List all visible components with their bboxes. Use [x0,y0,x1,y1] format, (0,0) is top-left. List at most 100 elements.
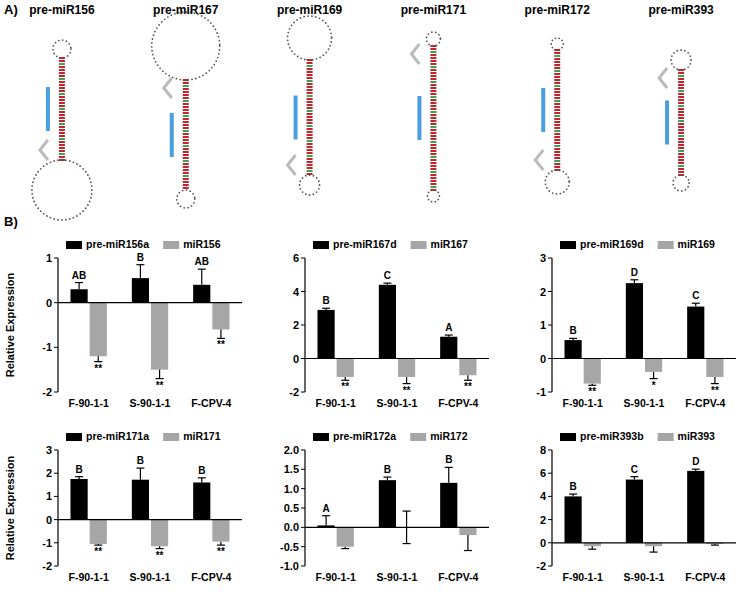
stem-pair [59,90,65,92]
stem-pair [59,147,65,149]
legend: pre-miR172amiR172 [313,430,468,442]
bar [564,340,581,358]
loop-base [325,22,327,24]
loop-base [158,24,160,26]
loop-base [681,190,683,192]
stem-pair [430,168,436,170]
loop-base [567,177,569,179]
hairpin [151,11,221,209]
star-region [535,150,543,170]
loop-base [197,13,199,15]
loop-base [62,39,64,41]
stem-pair [678,168,684,170]
stem-pair [59,102,65,104]
loop-base [53,218,55,220]
legend-swatch [658,433,674,441]
loop-base [293,22,295,24]
loop-base [428,44,430,46]
legend: pre-miR393bmiR393 [560,430,715,442]
significance-label: B [137,252,144,263]
legend-swatch [163,241,179,249]
y-tick-label: 8 [540,444,546,456]
loop-base [79,213,81,215]
loop-base [684,50,686,52]
stem-pair [307,68,313,70]
loop-base [90,197,92,199]
y-axis-title: Relative Expression [4,455,16,560]
loop-base [426,40,428,42]
loop-base [151,46,153,48]
bar [584,359,601,384]
stem-pair [183,157,189,159]
bar [706,359,723,377]
y-axis [551,258,552,392]
loop-base [680,49,682,51]
loop-base [434,201,436,203]
loop-base [551,170,553,172]
error-cap [136,264,144,265]
stem-pair [183,97,189,99]
loop-base [315,16,317,18]
loop-base [176,78,178,80]
bar [645,359,662,372]
figure: A)pre-miR156pre-miR167pre-miR169pre-miR1… [0,0,743,596]
legend-label: miR172 [430,430,468,442]
error-line [98,356,99,361]
legend-label: pre-miR156a [86,238,149,250]
loop-base [182,11,184,13]
legend: pre-miR167dmiR167 [313,238,468,250]
stem-pair [307,59,313,61]
x-tick-label: S-90-1-1 [377,397,418,409]
loop-base [676,50,678,52]
stem-pair [430,189,436,191]
stem-pair [678,165,684,167]
loop-base [40,210,42,212]
stem-pair [59,84,65,86]
error-cap [383,283,391,284]
loop-base [157,64,159,66]
loop-base [316,58,318,60]
stem-pair [307,116,313,118]
stem-pair [307,167,313,169]
stem-pair [554,169,560,171]
stem-pair [183,91,189,93]
significance-label: ** [217,546,225,557]
loop-base [176,199,178,201]
bar [70,479,87,520]
loop-base [289,28,291,30]
stem-pair [183,109,189,111]
loop-base [672,184,674,186]
stem-pair [430,171,436,173]
stem-pair [307,74,313,76]
stem-pair [678,129,684,131]
x-tick-label: F-CPV-4 [191,397,231,409]
marks [317,467,476,550]
stem-pair [430,156,436,158]
stem-pair [183,184,189,186]
loop-base [202,74,204,76]
stem-pair [678,87,684,89]
bar-chart: -20246BCA******F-90-1-1S-90-1-1F-CPV-4pr… [289,238,489,409]
y-tick-label: -2 [42,386,52,398]
loop-base [52,49,54,51]
stem-pair [307,170,313,172]
bar-chart: -10123BDC*****F-90-1-1S-90-1-1F-CPV-4pre… [536,238,736,409]
stem-pair [678,105,684,107]
error-cap [692,303,700,304]
error-bar [711,377,719,384]
stem-pair [678,81,684,83]
stem-pair [430,63,436,65]
stem-pair [307,158,313,160]
loop-base [155,61,157,63]
loop-base [172,77,174,79]
bar [379,285,396,359]
y-tick-label: 6 [540,467,546,479]
stem-pair [59,153,65,155]
loop-base [330,32,332,34]
error-bar [341,377,349,380]
loop-base [561,40,563,42]
stem-pair [59,159,65,161]
star-region [659,68,667,88]
loop-base [76,163,78,165]
loop-base [431,201,433,203]
